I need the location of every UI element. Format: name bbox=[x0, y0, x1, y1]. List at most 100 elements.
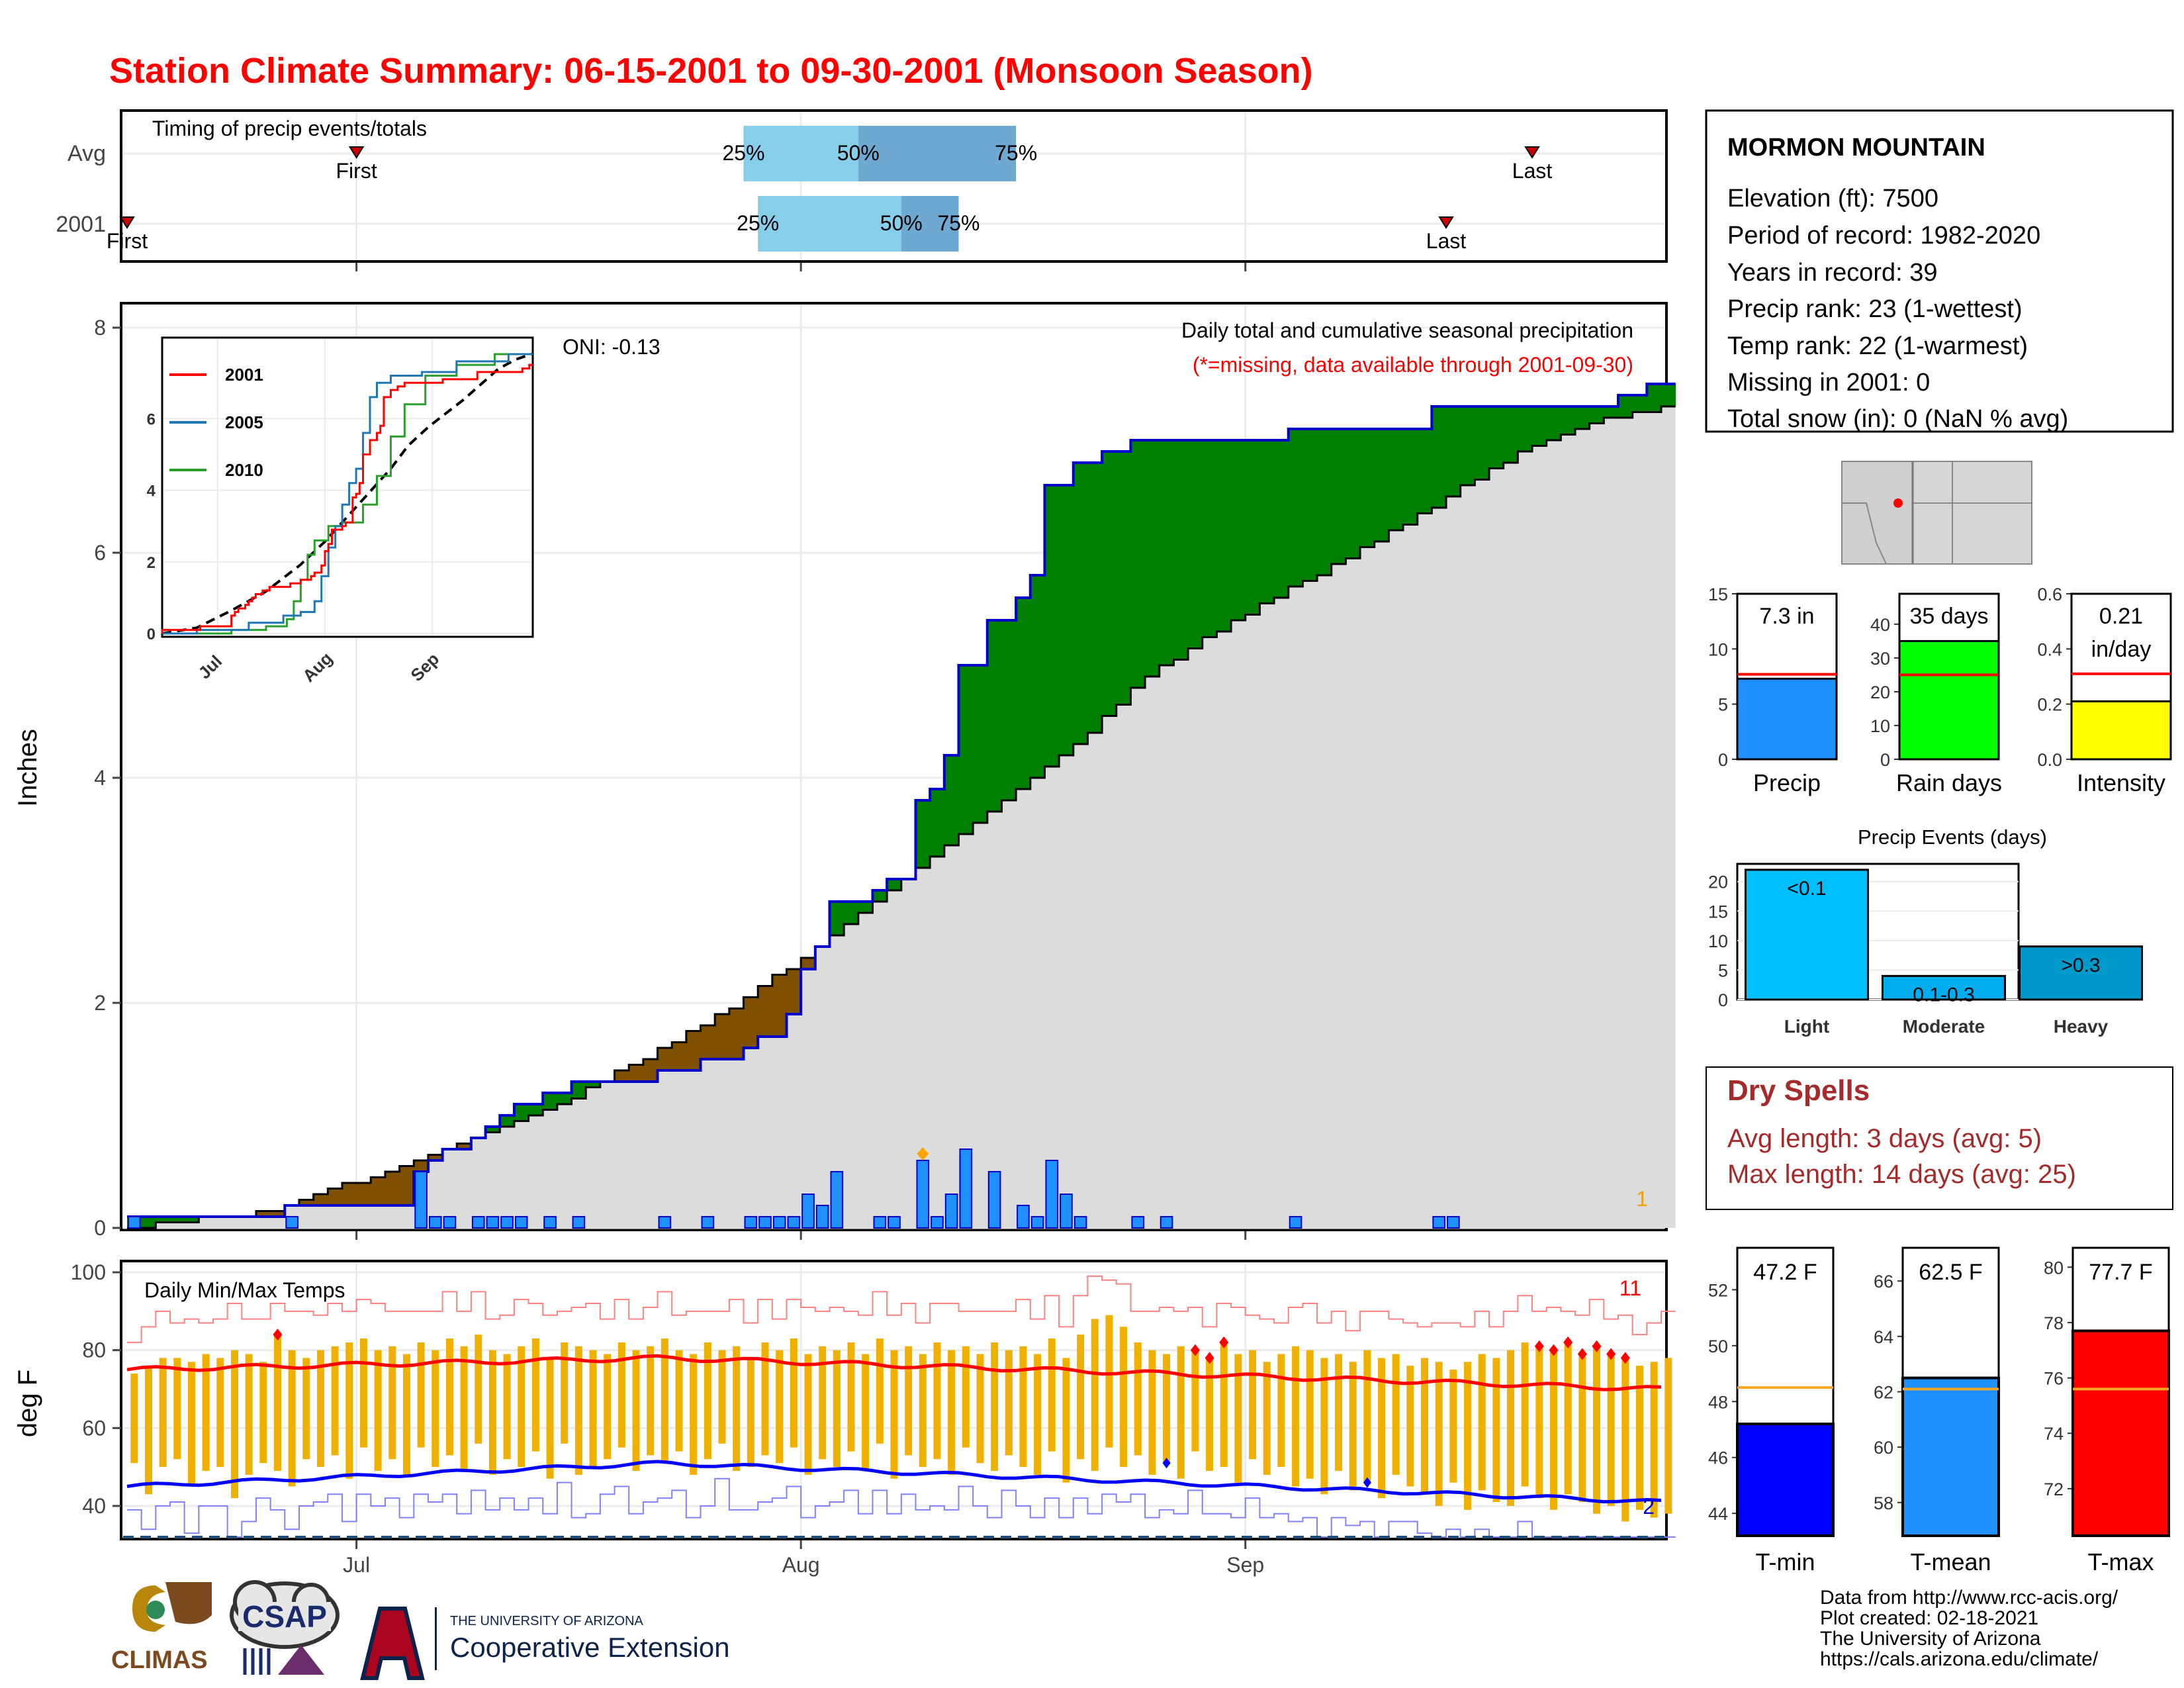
daily-temp-range-bar bbox=[1306, 1350, 1314, 1479]
above-avg-slice bbox=[586, 1082, 601, 1088]
above-avg-slice bbox=[1073, 463, 1089, 744]
station-line: Missing in 2001: 0 bbox=[1727, 369, 1930, 397]
timing-row-avg: Avg bbox=[68, 141, 106, 166]
above-avg-slice bbox=[1317, 429, 1332, 575]
above-avg-slice bbox=[1044, 485, 1060, 767]
tempbar-value bbox=[2071, 1329, 2170, 1537]
daily-precip-bar bbox=[959, 1149, 973, 1229]
below-avg-slice bbox=[729, 1008, 745, 1059]
record-high-marker bbox=[1205, 1352, 1214, 1364]
below-avg-slice bbox=[700, 1025, 715, 1059]
daily-temp-range-bar bbox=[905, 1346, 913, 1456]
daily-temp-range-bar bbox=[1636, 1366, 1644, 1510]
daily-temp-range-bar bbox=[432, 1350, 439, 1468]
daily-temp-range-bar bbox=[288, 1350, 296, 1487]
events-ytick: 5 bbox=[1718, 961, 1728, 980]
mini-ytick: 30 bbox=[1870, 649, 1890, 669]
temp-ytick: 40 bbox=[82, 1494, 106, 1518]
mini-ytick: 5 bbox=[1718, 695, 1728, 715]
tempbar-ytick: 72 bbox=[2044, 1479, 2064, 1499]
daily-temp-range-bar bbox=[531, 1338, 539, 1452]
events-bar-label: <0.1 bbox=[1787, 878, 1826, 900]
below-avg-slice bbox=[356, 1183, 371, 1205]
daily-precip-bar bbox=[658, 1216, 672, 1229]
above-avg-slice bbox=[514, 1104, 529, 1121]
above-avg-slice bbox=[1331, 429, 1347, 564]
above-avg-slice bbox=[1489, 406, 1504, 469]
above-avg-slice bbox=[858, 902, 874, 913]
events-category: Light bbox=[1784, 1016, 1829, 1037]
daily-temp-range-bar bbox=[617, 1342, 625, 1448]
record-low-envelope bbox=[127, 1477, 1676, 1538]
daily-temp-range-bar bbox=[948, 1350, 956, 1475]
above-avg-slice bbox=[1403, 429, 1418, 525]
tempbar-label: T-mean bbox=[1910, 1548, 1991, 1575]
mini-bar-value bbox=[2070, 700, 2172, 761]
daily-precip-bar bbox=[1289, 1216, 1302, 1229]
daily-temp-range-bar bbox=[245, 1354, 253, 1475]
temp-title: Daily Min/Max Temps bbox=[144, 1278, 345, 1302]
below-avg-slice bbox=[657, 1048, 672, 1070]
daily-precip-bar bbox=[514, 1216, 528, 1229]
above-avg-slice bbox=[829, 902, 844, 935]
mini-ytick: 20 bbox=[1870, 682, 1890, 702]
credit-line: Data from http://www.rcc-acis.org/ bbox=[1820, 1587, 2118, 1609]
daily-temp-range-bar bbox=[374, 1350, 382, 1471]
daily-temp-range-bar bbox=[1019, 1346, 1027, 1468]
above-avg-slice bbox=[1460, 406, 1475, 485]
events-ytick: 0 bbox=[1718, 990, 1728, 1010]
daily-precip-bar bbox=[414, 1171, 428, 1229]
above-avg-slice bbox=[156, 1217, 171, 1223]
tempbar-ytick: 52 bbox=[1708, 1280, 1728, 1300]
corner-count: 1 bbox=[1636, 1187, 1648, 1211]
record-high-marker bbox=[1219, 1336, 1229, 1348]
tempbar-value-label: 77.7 F bbox=[2089, 1260, 2152, 1285]
mini-bar-label: Rain days bbox=[1896, 769, 2002, 796]
daily-precip-bar bbox=[701, 1216, 715, 1229]
inset-legend-label: 2005 bbox=[225, 412, 263, 432]
daily-precip-bar bbox=[572, 1216, 586, 1229]
mini-ytick: 0.6 bbox=[2037, 585, 2062, 604]
mini-bar-value-label: 35 days bbox=[1909, 604, 1988, 629]
daily-precip-bar bbox=[1131, 1216, 1145, 1229]
above-avg-slice bbox=[1532, 406, 1547, 446]
daily-precip-bar bbox=[987, 1171, 1001, 1229]
events-bar bbox=[1882, 974, 2006, 1001]
mini-bar-label: Intensity bbox=[2077, 769, 2165, 796]
events-ytick: 20 bbox=[1708, 872, 1728, 892]
daily-temp-range-bar bbox=[991, 1342, 999, 1471]
daily-temp-range-bar bbox=[819, 1346, 827, 1460]
daily-precip-bar bbox=[830, 1171, 844, 1229]
daily-temp-range-bar bbox=[890, 1350, 898, 1479]
mini-ytick: 0 bbox=[1880, 750, 1890, 770]
daily-temp-range-bar bbox=[1464, 1362, 1472, 1510]
daily-temp-range-bar bbox=[1507, 1350, 1515, 1506]
below-avg-slice bbox=[457, 1143, 472, 1149]
daily-temp-range-bar bbox=[733, 1346, 741, 1471]
daily-temp-range-bar bbox=[1120, 1327, 1128, 1468]
daily-temp-range-bar bbox=[460, 1346, 468, 1471]
oni-label: ONI: -0.13 bbox=[563, 335, 660, 359]
temp-ytick: 100 bbox=[71, 1260, 106, 1284]
above-avg-slice bbox=[1259, 440, 1275, 604]
daily-temp-range-bar bbox=[1363, 1350, 1371, 1483]
events-category: Moderate bbox=[1903, 1016, 1985, 1037]
events-ytick: 15 bbox=[1708, 902, 1728, 921]
precip-panel: 0 2 4 6 8 Inches ONI: -0.13 Daily total and … bbox=[13, 302, 1676, 1240]
tempbar-label: T-min bbox=[1756, 1548, 1815, 1575]
mini-ytick: 10 bbox=[1708, 639, 1728, 659]
tempbar-ytick: 60 bbox=[1874, 1438, 1893, 1458]
above-avg-slice bbox=[1202, 440, 1218, 637]
daily-temp-range-bar bbox=[1435, 1362, 1443, 1506]
above-avg-slice bbox=[571, 1082, 586, 1099]
above-avg-slice bbox=[184, 1217, 199, 1223]
daily-temp-range-bar bbox=[876, 1338, 884, 1444]
daily-temp-range-bar bbox=[1664, 1358, 1672, 1514]
tempbar-ytick: 46 bbox=[1708, 1448, 1728, 1468]
daily-temp-range-bar bbox=[1406, 1366, 1414, 1487]
above-avg-slice bbox=[1360, 429, 1375, 547]
events-category: Heavy bbox=[2054, 1016, 2109, 1037]
timing-label-75: 75% bbox=[995, 141, 1037, 165]
daily-temp-range-bar bbox=[862, 1354, 870, 1471]
temp-count-low: 2 bbox=[1643, 1495, 1655, 1519]
